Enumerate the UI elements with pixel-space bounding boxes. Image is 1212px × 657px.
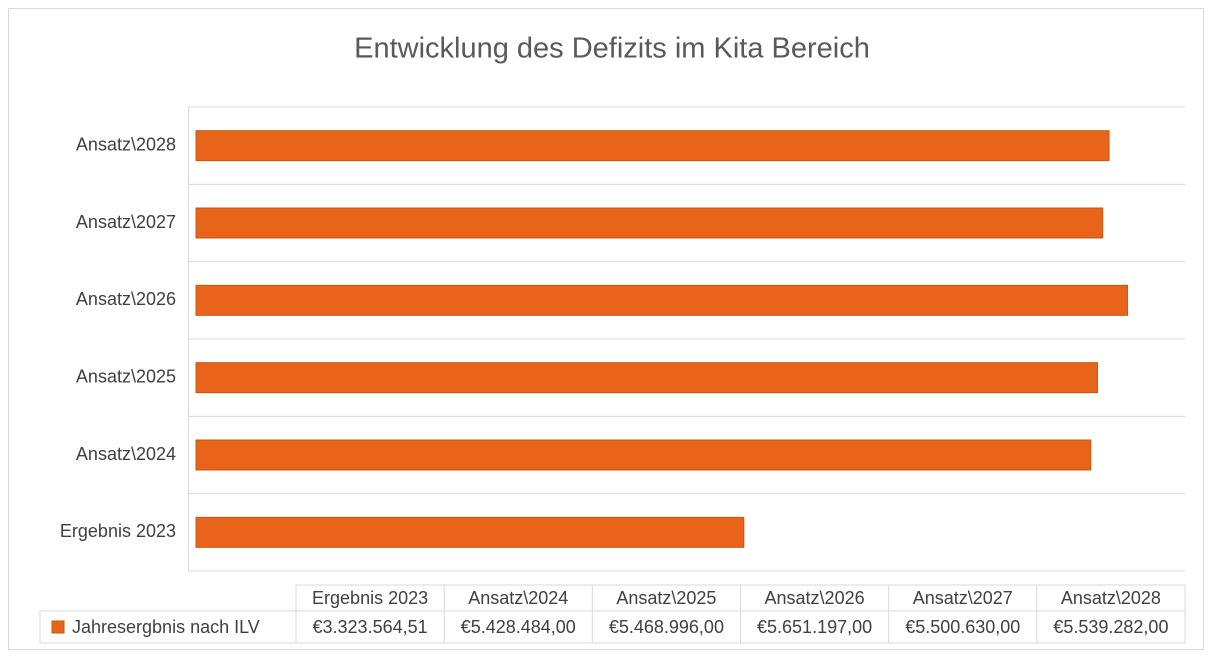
y-tick-label: Ansatz\2025 [76, 366, 176, 386]
table-header: Ansatz\2025 [616, 588, 716, 608]
table-value: €5.539.282,00 [1053, 617, 1168, 637]
bar [195, 516, 745, 548]
chart-border [8, 8, 1204, 650]
bar [195, 439, 1092, 471]
y-tick-label: Ergebnis 2023 [60, 521, 176, 541]
bar [195, 362, 1098, 394]
bar [195, 130, 1110, 162]
table-value: €5.468.996,00 [609, 617, 724, 637]
legend-key [51, 620, 65, 634]
table-value: €5.500.630,00 [905, 617, 1020, 637]
chart-title: Entwicklung des Defizits im Kita Bereich [354, 33, 870, 65]
bar [195, 284, 1129, 316]
y-tick-label: Ansatz\2024 [76, 444, 176, 464]
legend-label: Jahresergbnis nach ILV [72, 617, 260, 637]
table-header: Ansatz\2028 [1061, 588, 1161, 608]
table-header: Ansatz\2024 [468, 588, 568, 608]
table-value: €3.323.564,51 [313, 617, 428, 637]
y-tick-label: Ansatz\2027 [76, 212, 176, 232]
table-header: Ansatz\2026 [765, 588, 865, 608]
table-header: Ergebnis 2023 [312, 588, 428, 608]
table-header: Ansatz\2027 [913, 588, 1013, 608]
table-value: €5.428.484,00 [461, 617, 576, 637]
bar [195, 207, 1104, 239]
y-tick-label: Ansatz\2028 [76, 134, 176, 154]
y-tick-label: Ansatz\2026 [76, 289, 176, 309]
table-value: €5.651.197,00 [757, 617, 872, 637]
